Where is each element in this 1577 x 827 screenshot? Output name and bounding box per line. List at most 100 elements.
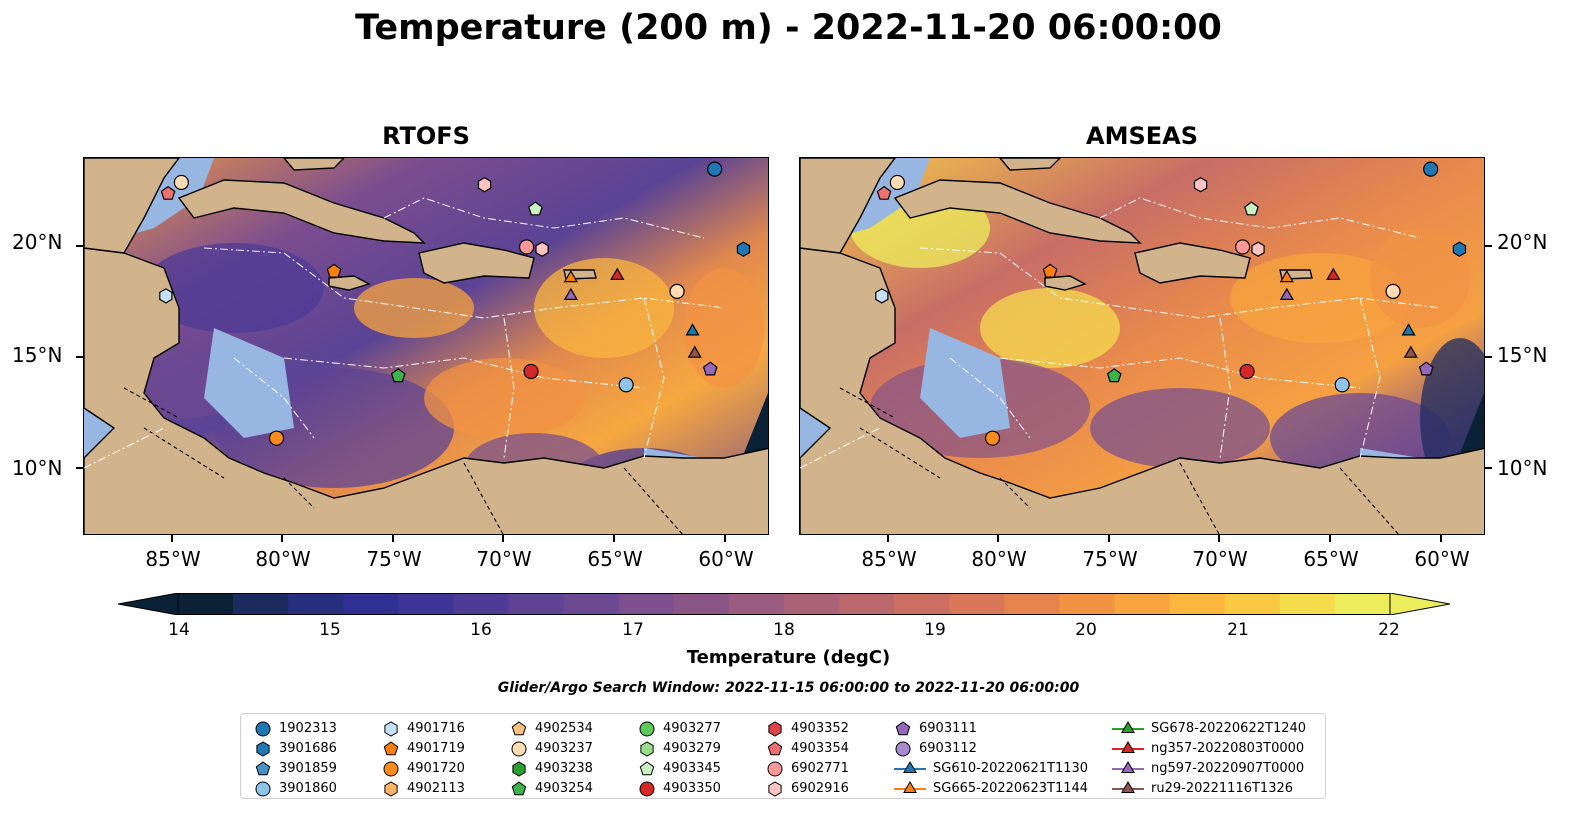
eez-boundary xyxy=(283,357,645,389)
platform-marker-4901719[interactable] xyxy=(1042,263,1058,278)
platform-marker-3901860[interactable] xyxy=(1334,377,1350,393)
platform-marker-4903354[interactable] xyxy=(876,185,892,200)
legend-marker-icon xyxy=(384,781,398,797)
platform-marker-6903111[interactable] xyxy=(702,361,718,376)
legend-label: 4903350 xyxy=(663,780,721,796)
lon-label-85w-amseas: 85°W xyxy=(861,547,917,571)
platform-marker-SG610-20220621T1130[interactable] xyxy=(685,323,700,336)
colorbar xyxy=(117,592,1451,616)
legend-item-4901719: 4901719 xyxy=(381,738,465,758)
platform-marker-ng597-20220907T0000[interactable] xyxy=(563,287,578,300)
legend-item-ng357-20220803T0000: ng357-20220803T0000 xyxy=(1111,738,1304,758)
lon-label-70w-amseas: 70°W xyxy=(1192,547,1248,571)
platform-marker-ng357-20220803T0000[interactable] xyxy=(610,267,625,280)
colorbar-tick-15: 15 xyxy=(319,620,341,640)
colorbar-segment xyxy=(618,593,675,615)
legend-item-4902113: 4902113 xyxy=(381,778,465,798)
country-border xyxy=(999,477,1031,509)
platform-marker-4901719[interactable] xyxy=(326,263,342,278)
lon-tick-mark xyxy=(391,535,394,542)
platform-marker-6902916[interactable] xyxy=(477,177,492,193)
legend-marker-icon xyxy=(639,721,655,737)
lon-tick-mark xyxy=(1439,535,1442,542)
legend-label: 4902534 xyxy=(535,720,593,736)
colorbar-segment xyxy=(453,593,510,615)
platform-marker-4901716[interactable] xyxy=(159,288,173,304)
platform-marker-6903111[interactable] xyxy=(1418,361,1434,376)
platform-marker-4903254[interactable] xyxy=(1106,368,1122,383)
eez-boundary xyxy=(1359,297,1381,459)
legend-marker-icon xyxy=(639,781,655,797)
platform-marker-4903350[interactable] xyxy=(523,363,539,380)
legend-label: SG665-20220623T1144 xyxy=(933,780,1089,796)
legend-item-4903345: 4903345 xyxy=(637,758,721,778)
legend-marker-icon xyxy=(768,781,782,797)
legend-marker-icon xyxy=(383,741,399,756)
platform-marker-ng597-20220907T0000[interactable] xyxy=(1279,287,1294,300)
legend-marker-icon xyxy=(512,761,526,777)
platform-marker-4901720[interactable] xyxy=(984,430,1001,446)
platform-marker-SG665-20220623T1144[interactable] xyxy=(563,269,578,283)
platform-marker-4903354[interactable] xyxy=(160,185,176,200)
platform-marker-1902313[interactable] xyxy=(707,161,723,177)
platform-marker-4903345[interactable] xyxy=(1244,201,1259,216)
land-mass xyxy=(1134,242,1251,284)
platform-marker-6902771[interactable] xyxy=(1234,239,1251,255)
platform-marker-4903237[interactable] xyxy=(669,283,685,300)
platform-marker-4903254[interactable] xyxy=(390,368,406,383)
platform-marker-6902916[interactable] xyxy=(1193,177,1208,193)
platform-marker-1902313[interactable] xyxy=(1423,161,1439,177)
lon-tick-mark xyxy=(886,535,889,542)
colorbar-segment xyxy=(1224,593,1281,615)
platform-marker-6902771[interactable] xyxy=(518,239,535,255)
legend-label: 4901719 xyxy=(407,740,465,756)
legend-item-4903350: 4903350 xyxy=(637,778,721,798)
platform-marker-4903237[interactable] xyxy=(889,174,905,191)
lat-label-20n-left: 20°N xyxy=(12,230,63,254)
legend-marker-icon xyxy=(256,741,270,757)
platform-marker-ng357-20220803T0000[interactable] xyxy=(1326,267,1341,280)
colorbar-segment xyxy=(288,593,344,615)
colorbar-label: Temperature (degC) xyxy=(686,647,891,668)
platform-marker-4903345[interactable] xyxy=(528,201,543,216)
eddy-feature xyxy=(1230,253,1410,343)
legend-label: 4903254 xyxy=(535,780,593,796)
legend-label: SG678-20220622T1240 xyxy=(1151,720,1307,736)
platform-marker-6902916[interactable] xyxy=(535,241,549,257)
eez-boundary xyxy=(1219,317,1231,459)
platform-marker-4903237[interactable] xyxy=(173,174,189,191)
legend-label: 4903277 xyxy=(663,720,721,736)
figure-title: Temperature (200 m) - 2022-11-20 06:00:0… xyxy=(355,8,1222,48)
panel-title-rtofs: RTOFS xyxy=(382,122,470,150)
platform-marker-4903237[interactable] xyxy=(1385,283,1401,300)
platform-marker-4903350[interactable] xyxy=(1239,363,1255,380)
platform-marker-4901716[interactable] xyxy=(875,288,889,304)
lon-tick-mark xyxy=(1329,535,1332,542)
legend-label: 4903279 xyxy=(663,740,721,756)
legend-item-1902313: 1902313 xyxy=(253,718,337,738)
lat-label-10n-left: 10°N xyxy=(12,456,63,480)
colorbar-graphic xyxy=(117,592,1451,616)
colorbar-segment xyxy=(1059,593,1116,615)
eddy-feature xyxy=(980,288,1120,368)
colorbar-segment xyxy=(1004,593,1061,615)
platform-marker-4901720[interactable] xyxy=(268,430,285,446)
platform-marker-3901686[interactable] xyxy=(736,241,751,257)
map-panel-amseas xyxy=(799,157,1485,535)
platform-marker-SG665-20220623T1144[interactable] xyxy=(1279,269,1294,283)
colorbar-segment xyxy=(178,593,234,615)
platform-marker-3901686[interactable] xyxy=(1452,241,1467,257)
platform-marker-6902916[interactable] xyxy=(1251,241,1265,257)
colorbar-segment xyxy=(1169,593,1226,615)
platform-marker-SG610-20220621T1130[interactable] xyxy=(1401,323,1416,336)
legend-marker-icon xyxy=(511,721,527,736)
legend-marker-icon xyxy=(768,721,782,737)
platform-marker-ru29-20221116T1326[interactable] xyxy=(687,345,702,358)
eddy-feature xyxy=(684,268,764,388)
platform-marker-3901860[interactable] xyxy=(618,377,634,393)
legend-label: 3901860 xyxy=(279,780,337,796)
eez-boundary xyxy=(800,427,881,469)
legend-item-3901859: 3901859 xyxy=(253,758,337,778)
platform-marker-ru29-20221116T1326[interactable] xyxy=(1403,345,1418,358)
legend-item-SG678-20220622T1240: SG678-20220622T1240 xyxy=(1111,718,1306,738)
